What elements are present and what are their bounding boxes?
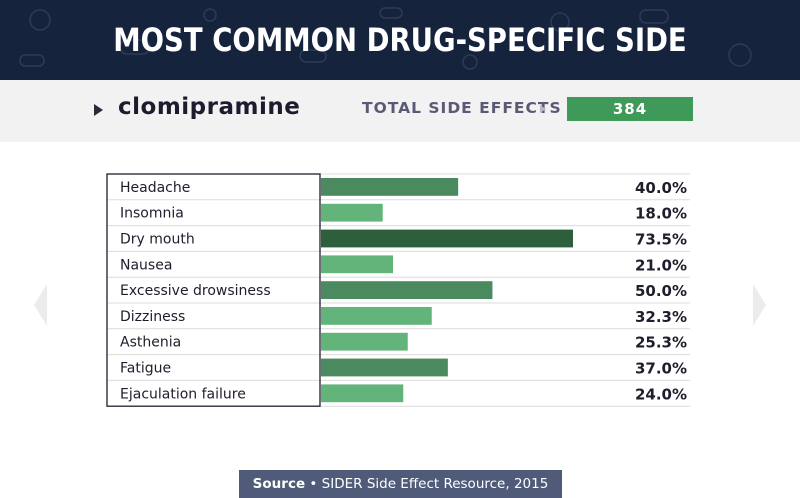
category-label: Dry mouth [120, 232, 195, 248]
category-label: Fatigue [120, 361, 171, 377]
value-label: 73.5% [635, 231, 687, 249]
value-label: 32.3% [635, 308, 687, 326]
bar [321, 384, 404, 403]
category-label: Headache [120, 180, 190, 196]
bar [321, 229, 573, 248]
page-title: MOST COMMON DRUG-SPECIFIC SIDE EFFECTS [113, 21, 687, 59]
source-label: Source [252, 476, 306, 492]
next-arrow-icon[interactable] [753, 284, 766, 326]
category-label: Nausea [120, 257, 172, 273]
bar [321, 281, 493, 299]
category-label: Asthenia [120, 335, 181, 351]
source-footer: Source • SIDER Side Effect Resource, 201… [239, 470, 562, 498]
bar [321, 358, 448, 377]
value-label: 40.0% [635, 179, 687, 197]
value-label: 21.0% [635, 256, 687, 274]
category-label: Insomnia [120, 206, 184, 222]
bar [321, 255, 393, 274]
category-label-box [106, 173, 321, 407]
value-label: 50.0% [635, 282, 687, 300]
bar [321, 307, 432, 325]
play-icon[interactable] [94, 104, 103, 116]
header: MOST COMMON DRUG-SPECIFIC SIDE EFFECTS [0, 0, 800, 80]
total-side-effects-label: TOTAL SIDE EFFECTS [362, 99, 562, 117]
bar [321, 203, 383, 222]
category-label: Ejaculation failure [120, 386, 246, 402]
drug-name[interactable]: clomipramine [118, 94, 301, 120]
bar [321, 178, 459, 196]
previous-arrow-icon[interactable] [34, 284, 47, 326]
category-label: Dizziness [120, 309, 185, 325]
value-label: 37.0% [635, 360, 687, 378]
source-text: SIDER Side Effect Resource, 2015 [321, 476, 549, 492]
chevron-right-icon [540, 105, 546, 113]
value-label: 25.3% [635, 334, 687, 352]
value-label: 24.0% [635, 385, 687, 403]
source-separator: • [309, 476, 318, 492]
category-label: Excessive drowsiness [120, 283, 271, 299]
bar [321, 332, 408, 351]
total-side-effects-value: 384 [567, 97, 693, 121]
header-background-pattern [19, 7, 752, 70]
value-label: 18.0% [635, 205, 687, 223]
